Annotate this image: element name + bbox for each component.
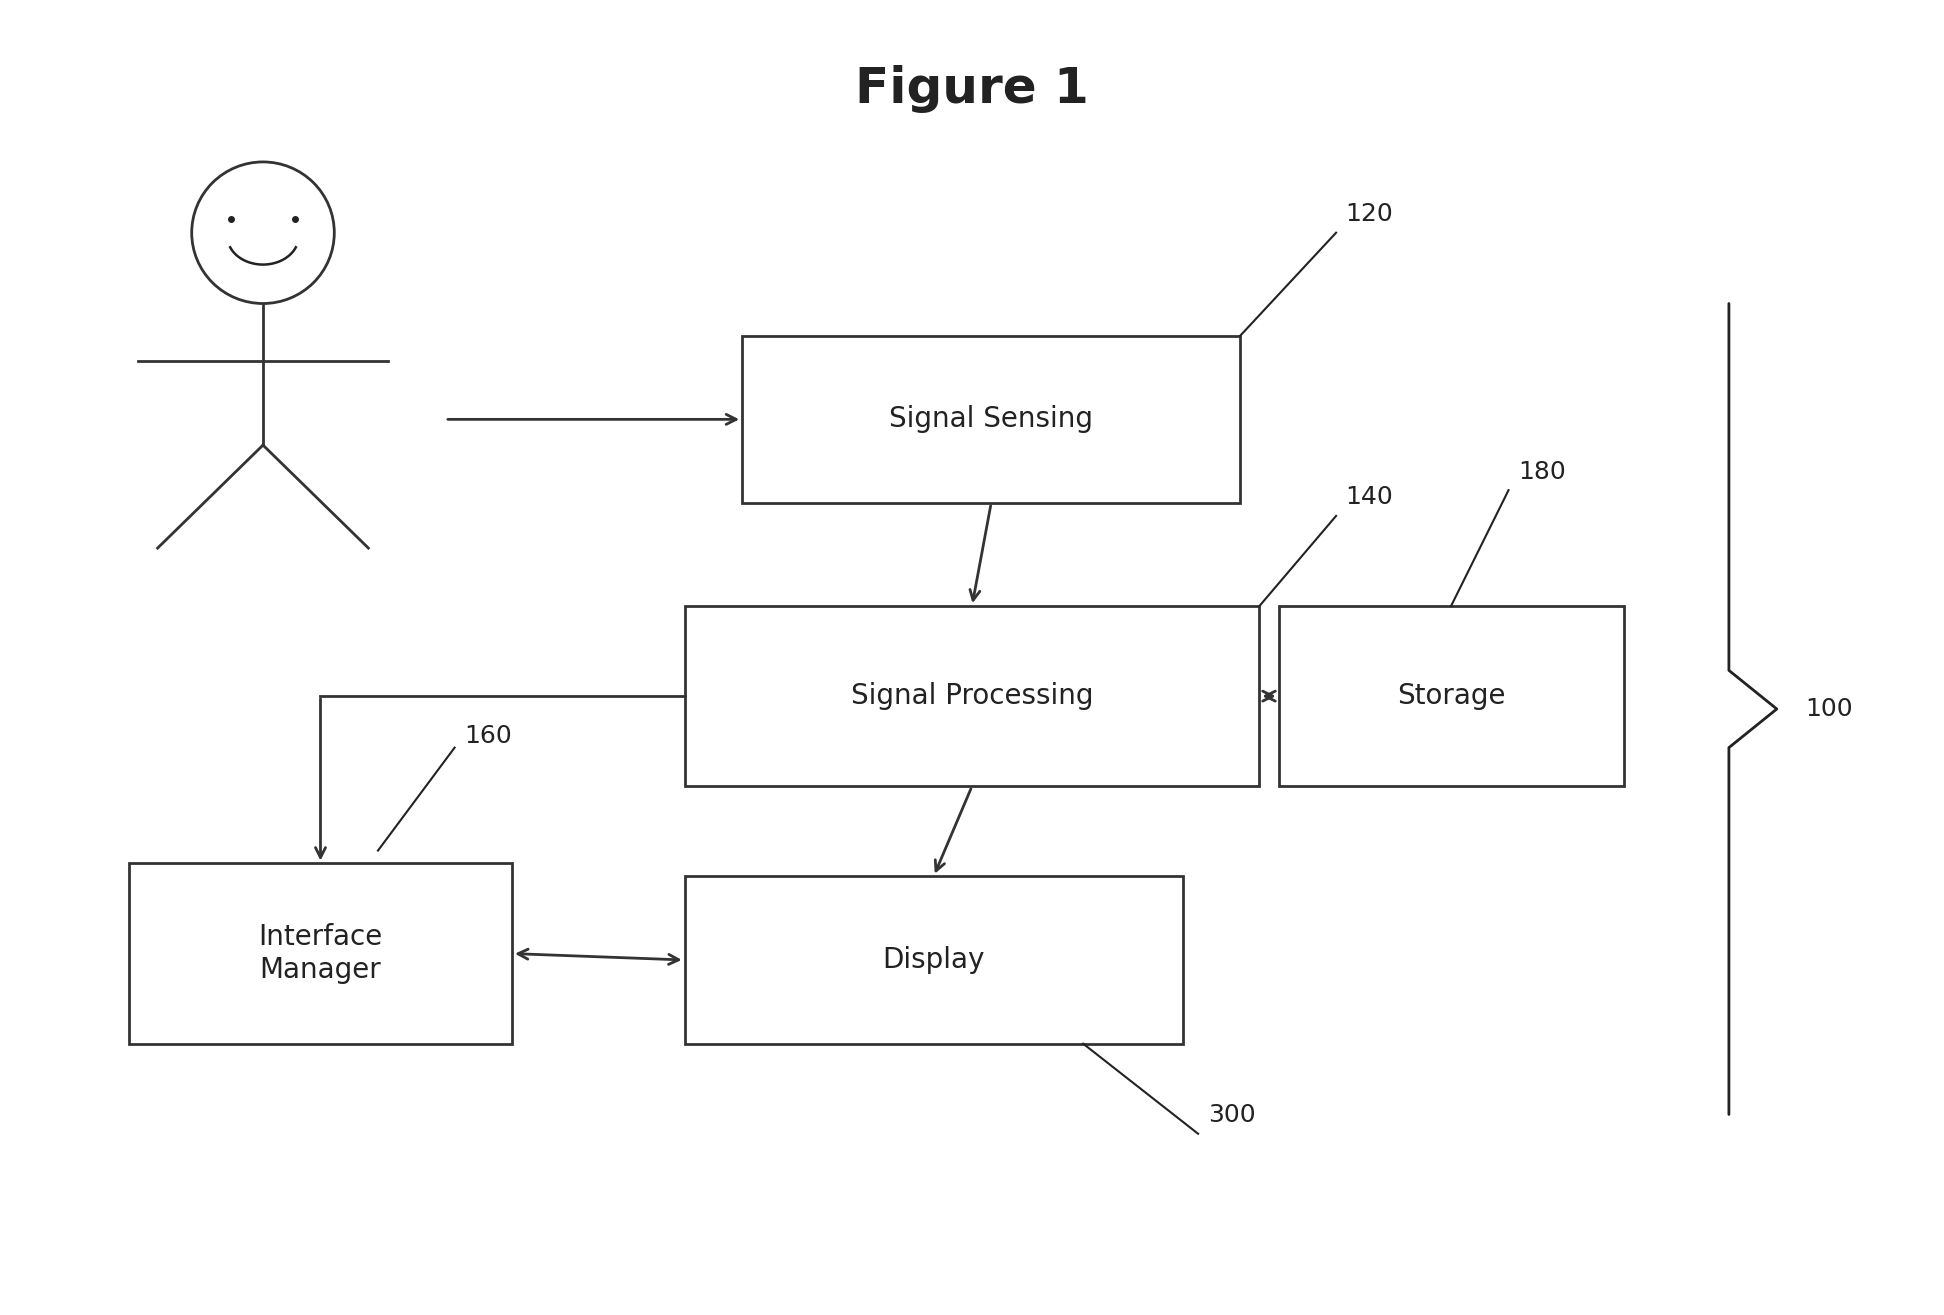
Text: Signal Processing: Signal Processing bbox=[851, 682, 1093, 710]
Text: Figure 1: Figure 1 bbox=[855, 66, 1089, 113]
Text: 140: 140 bbox=[1345, 485, 1394, 509]
FancyBboxPatch shape bbox=[128, 864, 511, 1044]
FancyBboxPatch shape bbox=[1279, 606, 1623, 786]
FancyBboxPatch shape bbox=[684, 606, 1260, 786]
Text: Interface
Manager: Interface Manager bbox=[259, 923, 383, 984]
Text: 120: 120 bbox=[1345, 203, 1394, 226]
Text: 300: 300 bbox=[1207, 1103, 1256, 1127]
Text: Display: Display bbox=[883, 945, 986, 974]
FancyBboxPatch shape bbox=[684, 876, 1182, 1044]
Ellipse shape bbox=[192, 162, 334, 304]
Text: 100: 100 bbox=[1806, 697, 1853, 721]
Text: Signal Sensing: Signal Sensing bbox=[888, 405, 1093, 434]
Text: 180: 180 bbox=[1518, 460, 1565, 484]
Text: 160: 160 bbox=[465, 723, 511, 748]
FancyBboxPatch shape bbox=[743, 335, 1240, 504]
Text: Storage: Storage bbox=[1398, 682, 1505, 710]
